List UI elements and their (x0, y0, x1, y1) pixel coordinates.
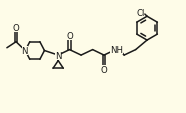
Text: NH: NH (110, 46, 123, 55)
Text: Cl: Cl (136, 9, 145, 18)
Text: O: O (13, 24, 19, 33)
Text: O: O (66, 32, 73, 41)
Text: O: O (101, 65, 107, 74)
Text: N: N (55, 51, 61, 60)
Text: N: N (22, 47, 28, 55)
